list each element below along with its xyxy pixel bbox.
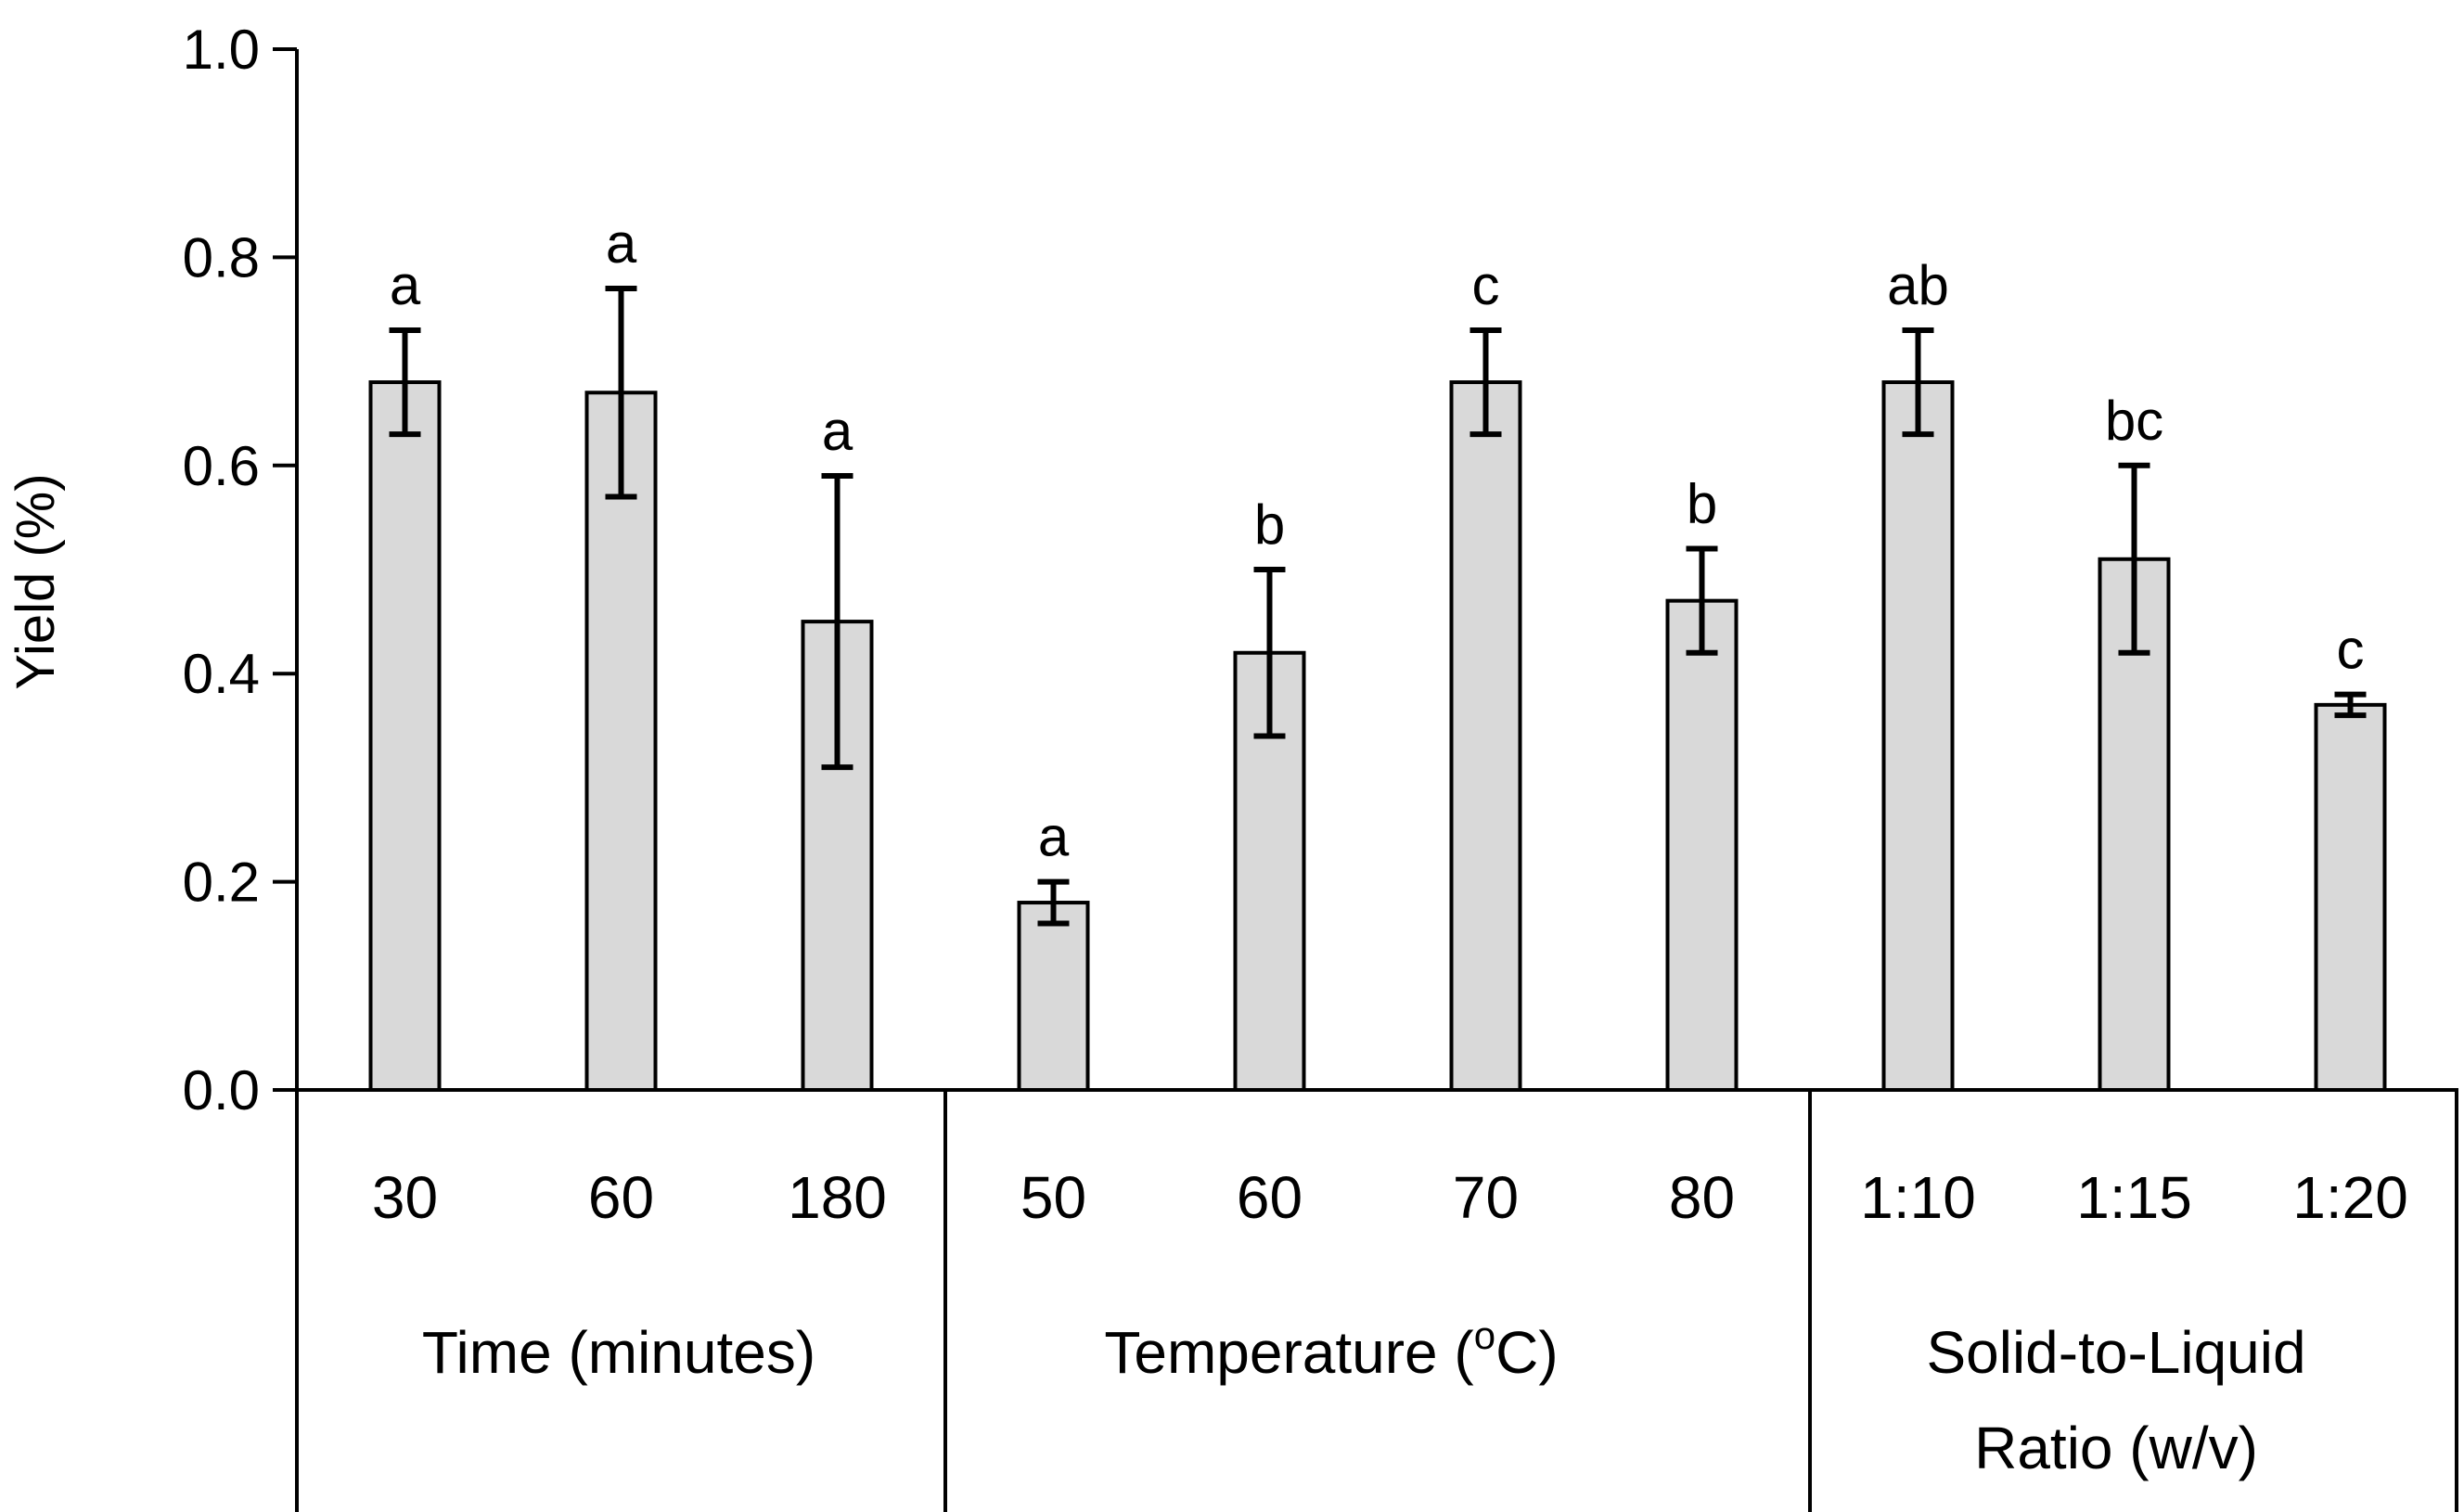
x-category-label: 1:10 (1860, 1164, 1976, 1231)
group-label-temperature-sup: o (1474, 1313, 1495, 1357)
significance-letter: a (822, 400, 853, 462)
x-category-label: 50 (1020, 1164, 1086, 1231)
y-tick-label: 0.0 (183, 1059, 260, 1121)
y-tick-label: 0.2 (183, 852, 260, 914)
group-label-time: Time (minutes) (422, 1319, 815, 1386)
bar (1017, 901, 1090, 1092)
bar (2314, 702, 2387, 1092)
significance-letter: b (1254, 493, 1285, 556)
group-label-temperature-end: C) (1495, 1319, 1559, 1386)
group-label-temperature: Temperature (oC) (1104, 1313, 1558, 1386)
x-category-label: 60 (1237, 1164, 1303, 1231)
x-category-label: 1:15 (2076, 1164, 2192, 1231)
bar (1881, 380, 1955, 1093)
group-label-ratio-line2: Ratio (w/v) (1974, 1415, 2258, 1481)
bar (1449, 380, 1522, 1093)
x-category-label: 80 (1669, 1164, 1735, 1231)
significance-letter: b (1687, 473, 1717, 535)
significance-letter: bc (2105, 390, 2163, 452)
significance-letter: c (1472, 254, 1500, 316)
y-tick-label: 1.0 (183, 19, 260, 81)
y-tick-label: 0.8 (183, 226, 260, 288)
bar (1665, 598, 1739, 1092)
y-axis-title: Yield (%) (6, 473, 66, 689)
x-category-label: 70 (1453, 1164, 1519, 1231)
x-category-label: 60 (588, 1164, 654, 1231)
significance-letter: c (2337, 619, 2365, 681)
significance-letter: a (1038, 806, 1070, 868)
group-label-ratio-line1: Solid-to-Liquid (1926, 1319, 2305, 1386)
significance-letter: ab (1887, 254, 1949, 316)
y-tick-label: 0.4 (183, 643, 260, 705)
bar (584, 391, 658, 1092)
group-label-temperature-main: Temperature ( (1104, 1319, 1473, 1386)
bar (368, 380, 442, 1093)
x-category-label: 1:20 (2292, 1164, 2408, 1231)
y-tick-label: 0.6 (183, 435, 260, 497)
x-category-label: 30 (372, 1164, 438, 1231)
bar (2098, 557, 2171, 1092)
x-category-label: 180 (788, 1164, 887, 1231)
significance-letter: a (390, 254, 421, 316)
significance-letter: a (606, 212, 637, 275)
